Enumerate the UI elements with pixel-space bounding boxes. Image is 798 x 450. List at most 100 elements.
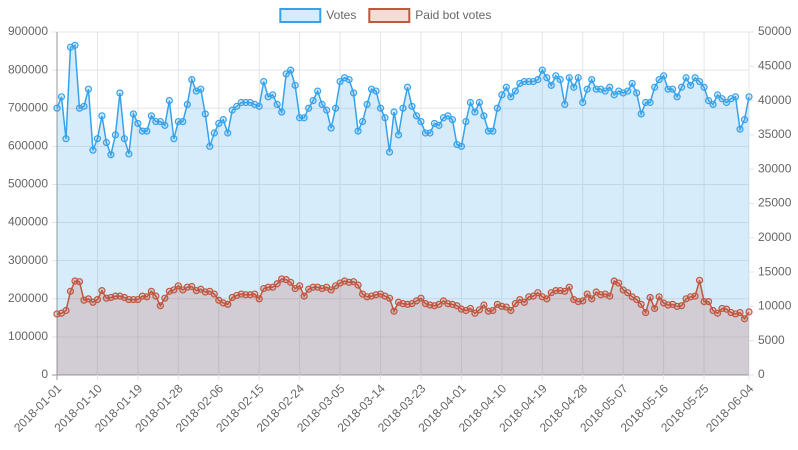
point bbox=[57, 93, 66, 101]
point bbox=[161, 121, 169, 129]
point bbox=[642, 308, 650, 317]
point bbox=[336, 77, 344, 86]
point bbox=[327, 124, 335, 132]
point bbox=[646, 98, 654, 107]
point bbox=[745, 308, 753, 316]
point bbox=[633, 89, 641, 97]
point bbox=[282, 70, 290, 78]
point bbox=[354, 281, 362, 289]
point bbox=[161, 294, 169, 302]
point bbox=[170, 135, 178, 143]
point bbox=[120, 135, 129, 143]
point bbox=[588, 76, 596, 84]
point bbox=[722, 98, 731, 107]
y2-tick-label: 50000 bbox=[758, 24, 792, 38]
point bbox=[502, 83, 510, 91]
point bbox=[740, 116, 749, 124]
point bbox=[345, 76, 353, 84]
point bbox=[610, 91, 618, 99]
legend-swatch bbox=[279, 8, 322, 23]
point bbox=[228, 106, 236, 114]
point bbox=[547, 81, 555, 89]
point bbox=[493, 104, 501, 112]
point bbox=[111, 131, 120, 139]
point bbox=[224, 129, 232, 137]
point bbox=[143, 127, 151, 135]
point bbox=[327, 286, 335, 294]
point bbox=[358, 117, 367, 126]
point bbox=[305, 104, 313, 112]
y2-tick-label: 0 bbox=[758, 367, 765, 381]
point bbox=[349, 89, 358, 97]
point bbox=[606, 292, 614, 300]
point bbox=[98, 112, 106, 120]
point bbox=[556, 76, 564, 84]
point bbox=[507, 306, 515, 315]
point bbox=[538, 66, 546, 74]
point bbox=[695, 77, 704, 86]
y2-tick-label: 5000 bbox=[758, 333, 785, 347]
point bbox=[489, 127, 497, 135]
point bbox=[224, 300, 232, 308]
point bbox=[376, 104, 385, 112]
point bbox=[637, 110, 645, 118]
point bbox=[655, 293, 663, 301]
point bbox=[300, 114, 308, 122]
point bbox=[363, 100, 371, 109]
point bbox=[628, 79, 636, 88]
point bbox=[695, 276, 704, 284]
point bbox=[147, 112, 155, 120]
point bbox=[615, 279, 623, 287]
point bbox=[646, 293, 654, 302]
point bbox=[179, 117, 187, 126]
point bbox=[704, 297, 713, 306]
y2-tick-label: 45000 bbox=[758, 58, 792, 72]
point bbox=[152, 292, 160, 300]
point bbox=[394, 131, 403, 139]
point bbox=[116, 89, 124, 97]
legend-label: Votes bbox=[326, 8, 356, 22]
point bbox=[287, 66, 295, 74]
point bbox=[655, 76, 663, 84]
point bbox=[606, 83, 614, 91]
point bbox=[296, 282, 304, 290]
y2-tick-label: 10000 bbox=[758, 299, 792, 313]
y-tick-label: 300000 bbox=[8, 253, 48, 267]
point bbox=[255, 295, 263, 303]
y-tick-label: 100000 bbox=[8, 329, 48, 343]
legend-label: Paid bot votes bbox=[415, 8, 491, 22]
point bbox=[372, 87, 380, 95]
x-tick-label: 2018-06-04 bbox=[703, 381, 757, 435]
y-tick-label: 900000 bbox=[8, 24, 48, 38]
point bbox=[134, 119, 142, 128]
point bbox=[745, 93, 753, 101]
point bbox=[255, 102, 263, 110]
point bbox=[673, 93, 681, 101]
point bbox=[381, 114, 389, 122]
point bbox=[183, 100, 191, 109]
point bbox=[588, 295, 596, 303]
point bbox=[98, 287, 106, 295]
point bbox=[543, 74, 551, 82]
point bbox=[278, 108, 286, 116]
point bbox=[561, 287, 569, 295]
point bbox=[287, 278, 295, 286]
point bbox=[188, 76, 196, 84]
point bbox=[84, 85, 93, 93]
point bbox=[736, 125, 744, 133]
point bbox=[197, 85, 205, 93]
y-tick-label: 200000 bbox=[8, 291, 48, 305]
point bbox=[624, 87, 632, 95]
point bbox=[624, 289, 632, 297]
point bbox=[300, 292, 308, 300]
point bbox=[736, 308, 744, 317]
point bbox=[233, 102, 241, 110]
point bbox=[534, 289, 542, 297]
point bbox=[273, 100, 281, 109]
point bbox=[143, 293, 151, 301]
point bbox=[412, 112, 421, 120]
point bbox=[201, 110, 209, 118]
point bbox=[156, 117, 164, 126]
